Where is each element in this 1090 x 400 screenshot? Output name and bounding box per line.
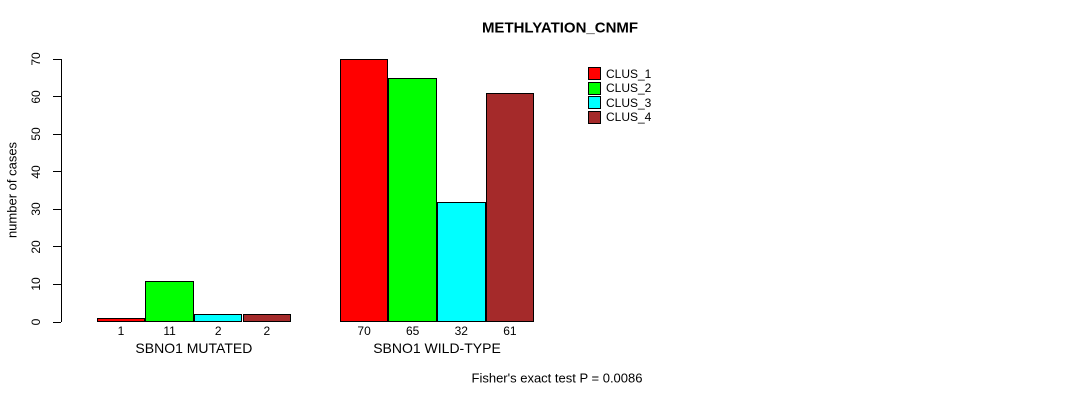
legend-swatch-clus_2 xyxy=(588,81,601,95)
bar-value-label: 32 xyxy=(454,324,468,338)
y-tick-mark xyxy=(53,321,61,323)
chart-title: METHLYATION_CNMF xyxy=(481,19,639,37)
bar-clus_1 xyxy=(339,59,389,322)
y-axis-line xyxy=(61,59,62,322)
bar-clus_3 xyxy=(193,314,243,322)
bar-value-label: 65 xyxy=(406,324,420,338)
bar-clus_2 xyxy=(388,77,437,322)
y-tick-mark xyxy=(53,208,61,210)
bar-clus_3 xyxy=(437,201,486,322)
group-label: SBNO1 MUTATED xyxy=(135,340,253,356)
y-tick-mark xyxy=(53,283,61,285)
y-tick-mark xyxy=(53,133,61,135)
legend-swatch-clus_4 xyxy=(588,110,601,124)
y-tick-label: 70 xyxy=(29,52,43,66)
legend-label-clus_3: CLUS_3 xyxy=(606,95,652,110)
legend-label-clus_4: CLUS_4 xyxy=(606,110,652,124)
y-tick-label: 40 xyxy=(29,165,43,179)
bar-clus_1 xyxy=(96,318,146,322)
y-tick-mark xyxy=(53,58,61,60)
bar-value-label: 1 xyxy=(117,324,125,338)
bar-value-label: 11 xyxy=(163,324,176,338)
legend-label-clus_1: CLUS_1 xyxy=(606,66,652,81)
y-tick-label: 10 xyxy=(29,277,43,292)
group-label: SBNO1 WILD-TYPE xyxy=(373,340,501,356)
footnote-text: Fisher's exact test P = 0.0086 xyxy=(471,370,643,386)
y-tick-label: 0 xyxy=(29,318,43,326)
y-tick-mark xyxy=(53,171,61,173)
y-tick-label: 60 xyxy=(29,89,43,104)
legend-label-clus_2: CLUS_2 xyxy=(606,81,652,95)
y-tick-label: 30 xyxy=(29,202,43,216)
bar-value-label: 2 xyxy=(263,324,271,338)
legend-swatch-clus_3 xyxy=(588,96,601,109)
bar-value-label: 61 xyxy=(503,324,517,338)
y-tick-mark xyxy=(53,246,61,248)
bar-clus_4 xyxy=(242,314,292,322)
bar-value-label: 70 xyxy=(357,324,371,338)
legend-swatch-clus_1 xyxy=(588,67,601,80)
y-tick-label: 20 xyxy=(29,240,43,254)
bar-clus_2 xyxy=(145,280,194,322)
bar-clus_4 xyxy=(485,92,535,322)
y-tick-label: 50 xyxy=(29,127,43,141)
y-axis-label: number of cases xyxy=(4,141,20,239)
bar-value-label: 2 xyxy=(214,324,222,338)
y-tick-mark xyxy=(53,96,61,98)
